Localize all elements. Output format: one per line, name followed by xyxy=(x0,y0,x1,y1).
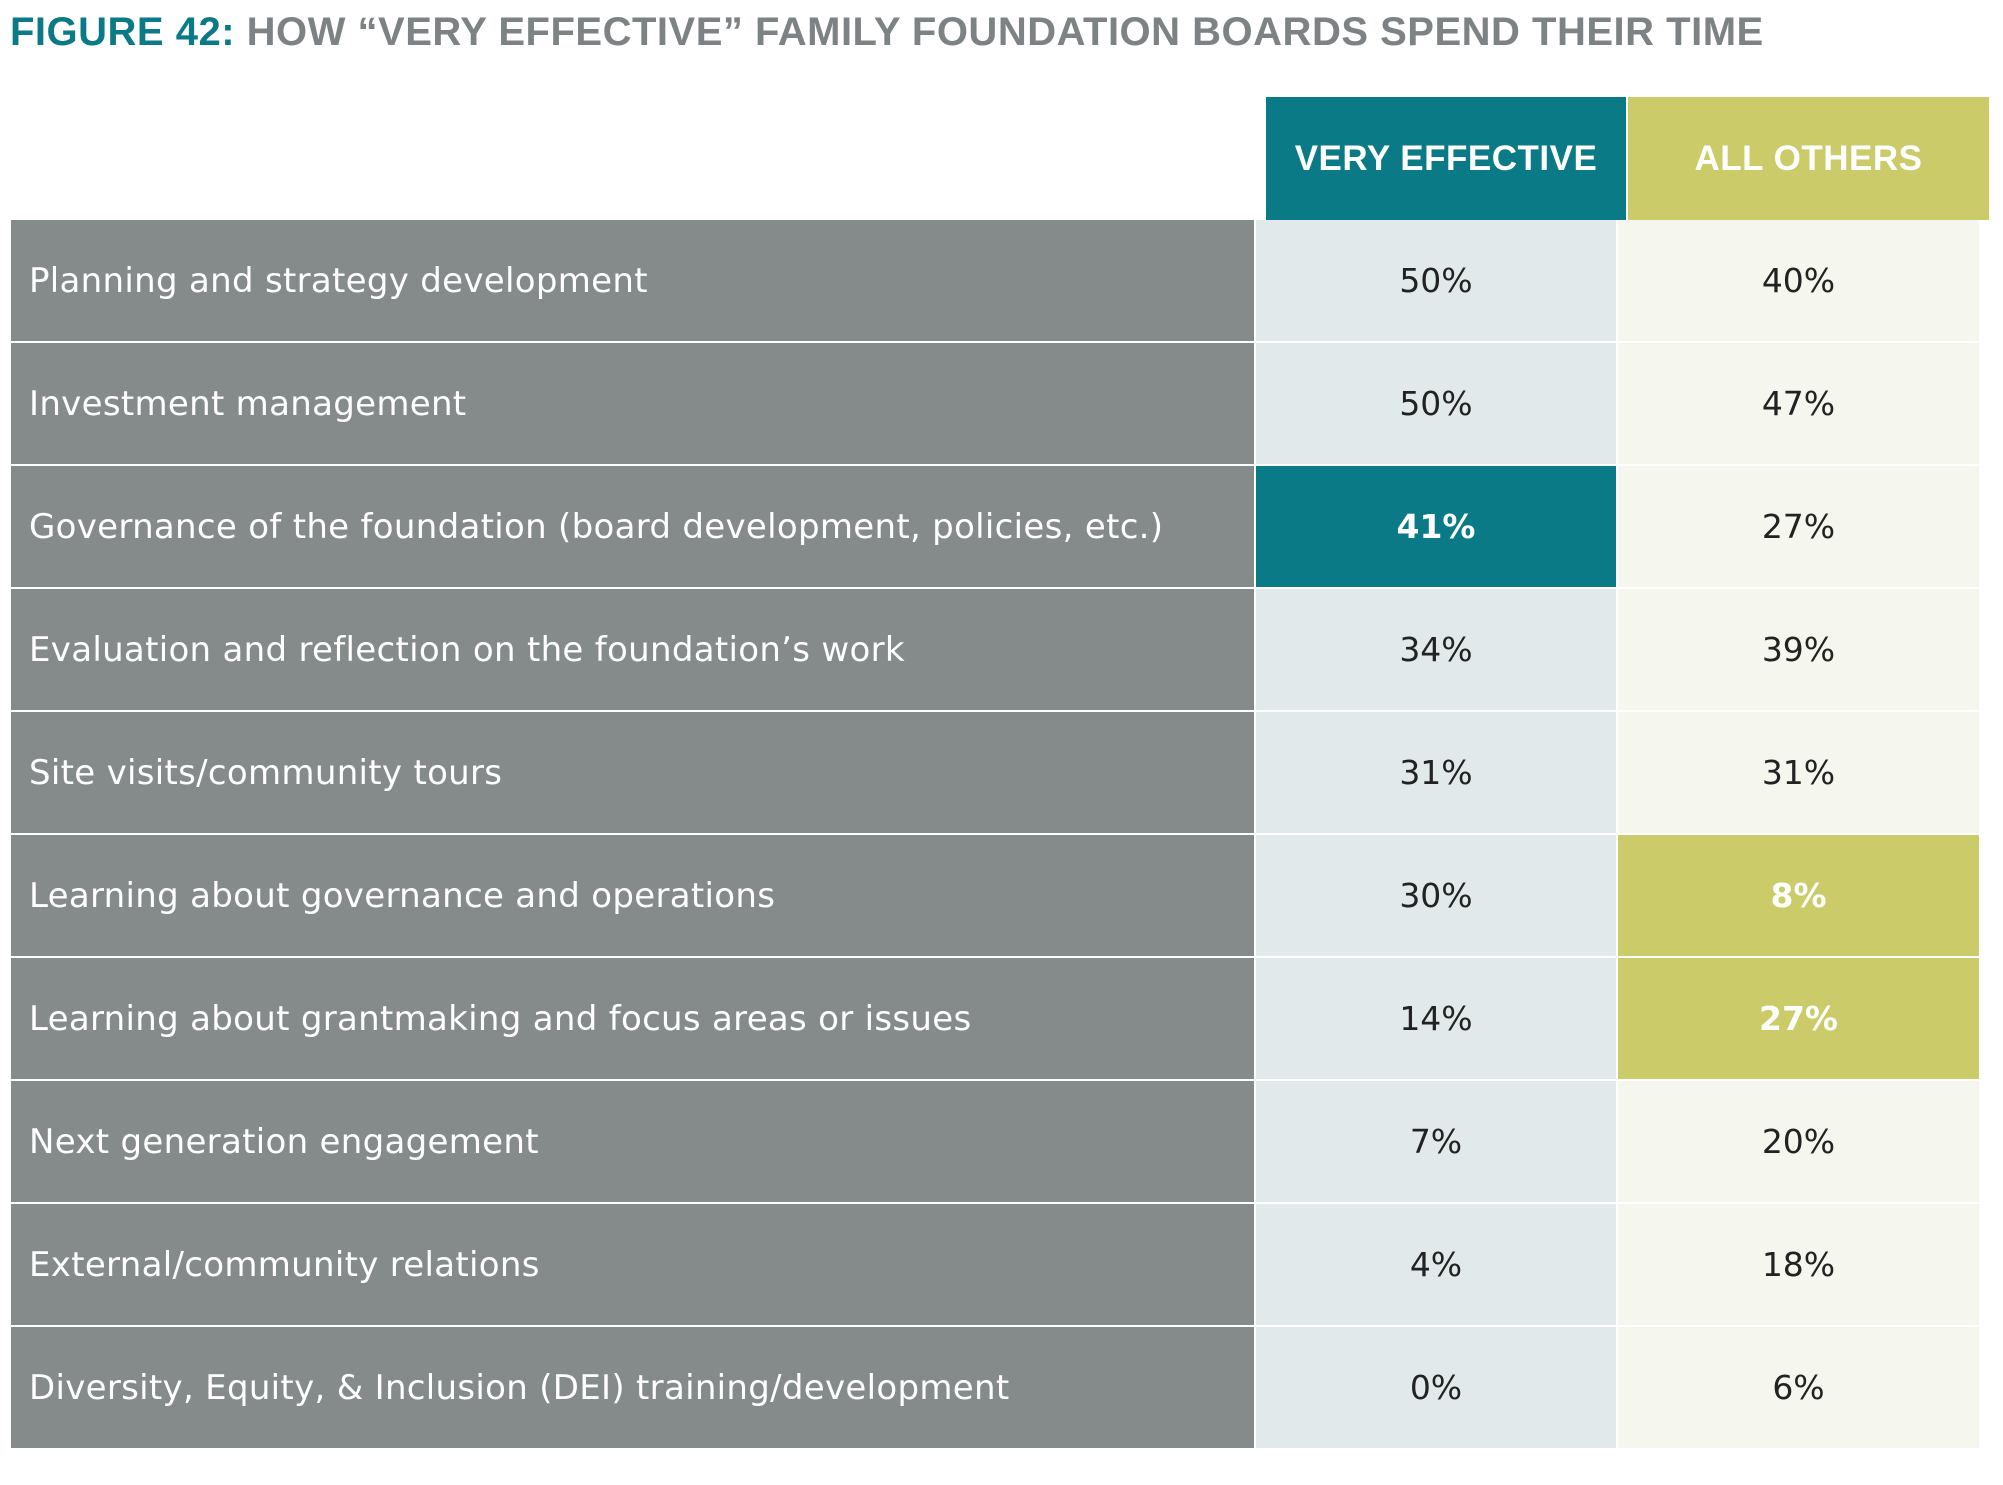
table-body: Planning and strategy development 50% 40% I… xyxy=(11,220,1998,1450)
figure-number: FIGURE 42: xyxy=(10,10,236,54)
row-label: Next generation engagement xyxy=(11,1081,1254,1202)
row-label: External/community relations xyxy=(11,1204,1254,1325)
column-header-very-effective: VERY EFFECTIVE xyxy=(1266,97,1626,220)
table-row: Planning and strategy development 50% 40% xyxy=(11,220,1998,343)
value-very-effective: 41% xyxy=(1256,466,1616,587)
table-row: Diversity, Equity, & Inclusion (DEI) tra… xyxy=(11,1327,1998,1450)
row-label: Evaluation and reflection on the foundat… xyxy=(11,589,1254,710)
value-very-effective: 31% xyxy=(1256,712,1616,833)
value-all-others: 18% xyxy=(1618,1204,1979,1325)
row-label: Investment management xyxy=(11,343,1254,464)
value-very-effective: 7% xyxy=(1256,1081,1616,1202)
table-row: Governance of the foundation (board deve… xyxy=(11,466,1998,589)
table-row: Next generation engagement 7% 20% xyxy=(11,1081,1998,1204)
table-header: VERY EFFECTIVE ALL OTHERS xyxy=(11,97,1998,220)
value-all-others: 40% xyxy=(1618,220,1979,341)
data-table: VERY EFFECTIVE ALL OTHERS Planning and s… xyxy=(11,97,1998,1450)
figure-title: FIGURE 42: HOW “VERY EFFECTIVE” FAMILY F… xyxy=(10,10,1764,55)
row-label: Learning about governance and operations xyxy=(11,835,1254,956)
value-very-effective: 50% xyxy=(1256,220,1616,341)
value-very-effective: 0% xyxy=(1256,1327,1616,1448)
value-all-others: 8% xyxy=(1618,835,1979,956)
table-row: Learning about grantmaking and focus are… xyxy=(11,958,1998,1081)
table-row: Site visits/community tours 31% 31% xyxy=(11,712,1998,835)
value-all-others: 31% xyxy=(1618,712,1979,833)
row-label: Diversity, Equity, & Inclusion (DEI) tra… xyxy=(11,1327,1254,1448)
row-label: Site visits/community tours xyxy=(11,712,1254,833)
row-label: Learning about grantmaking and focus are… xyxy=(11,958,1254,1079)
value-very-effective: 50% xyxy=(1256,343,1616,464)
value-very-effective: 14% xyxy=(1256,958,1616,1079)
value-all-others: 27% xyxy=(1618,958,1979,1079)
value-all-others: 47% xyxy=(1618,343,1979,464)
value-all-others: 39% xyxy=(1618,589,1979,710)
table-row: Learning about governance and operations… xyxy=(11,835,1998,958)
value-very-effective: 34% xyxy=(1256,589,1616,710)
value-very-effective: 30% xyxy=(1256,835,1616,956)
row-label: Planning and strategy development xyxy=(11,220,1254,341)
value-all-others: 27% xyxy=(1618,466,1979,587)
value-all-others: 6% xyxy=(1618,1327,1979,1448)
table-row: Evaluation and reflection on the foundat… xyxy=(11,589,1998,712)
figure-title-text: HOW “VERY EFFECTIVE” FAMILY FOUNDATION B… xyxy=(246,10,1764,54)
table-row: Investment management 50% 47% xyxy=(11,343,1998,466)
value-all-others: 20% xyxy=(1618,1081,1979,1202)
column-header-all-others: ALL OTHERS xyxy=(1628,97,1989,220)
row-label: Governance of the foundation (board deve… xyxy=(11,466,1254,587)
value-very-effective: 4% xyxy=(1256,1204,1616,1325)
table-row: External/community relations 4% 18% xyxy=(11,1204,1998,1327)
